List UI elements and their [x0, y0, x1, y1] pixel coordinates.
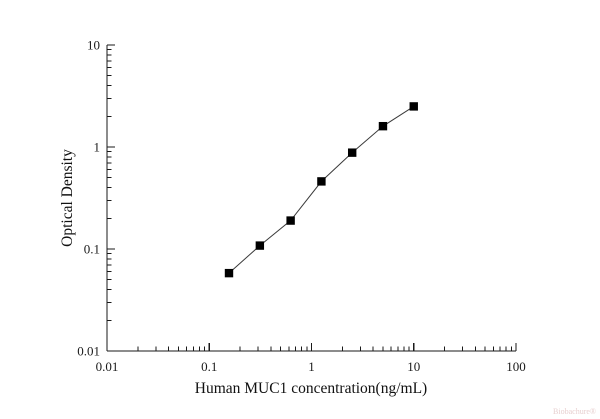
y-tick-label: 0.1 [84, 242, 100, 257]
x-tick-label: 0.1 [201, 359, 217, 374]
y-tick-label: 10 [87, 38, 100, 53]
x-tick-label: 1 [308, 359, 315, 374]
y-axis-tick-labels: 0.01 0.1 1 10 [77, 38, 100, 359]
x-axis-title: Human MUC1 concentration(ng/mL) [195, 380, 427, 397]
x-tick-label: 10 [407, 359, 420, 374]
data-point-marker [317, 177, 326, 186]
y-axis-title: Optical Density [59, 149, 76, 247]
chart-axes [106, 45, 516, 352]
x-tick-label: 0.01 [96, 359, 119, 374]
data-point-marker [286, 216, 295, 225]
data-point-marker [378, 121, 388, 131]
watermark-label: Biobachure® [553, 407, 596, 416]
data-point-marker [347, 148, 357, 157]
x-axis-tick-labels: 0.01 0.1 1 10 100 [96, 359, 526, 374]
data-point-marker [409, 102, 418, 111]
data-point-marker [255, 241, 265, 250]
x-tick-label: 100 [506, 359, 526, 374]
y-tick-label: 1 [94, 140, 101, 155]
x-axis-ticks [106, 343, 517, 351]
y-axis-ticks [107, 44, 115, 352]
y-tick-label: 0.01 [77, 344, 100, 359]
data-point-marker [224, 268, 234, 278]
data-series-markers [224, 102, 418, 278]
